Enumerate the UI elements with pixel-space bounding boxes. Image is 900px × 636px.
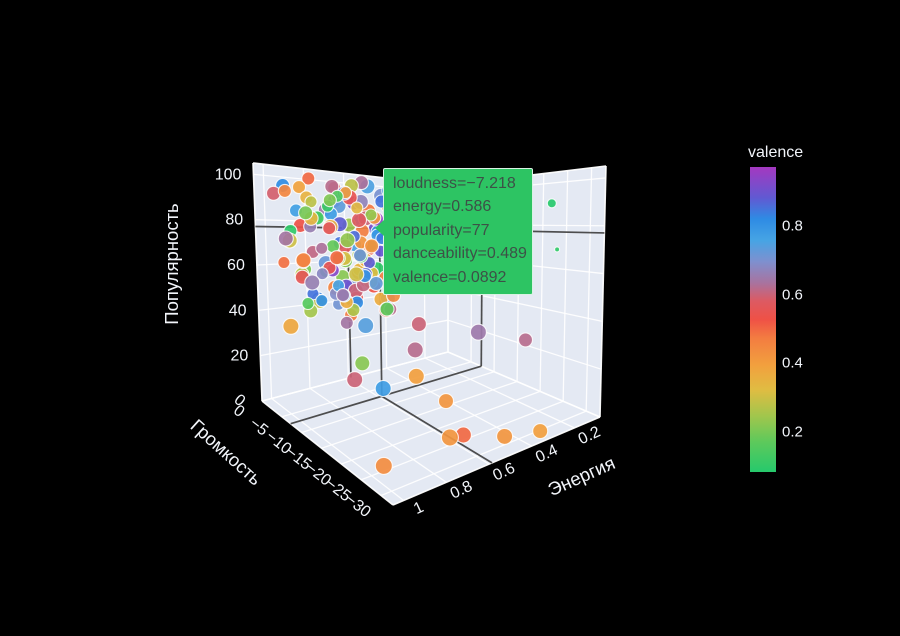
tick-label-popularity: 40 xyxy=(229,302,247,319)
scatter-point[interactable] xyxy=(315,267,329,281)
scatter-point[interactable] xyxy=(277,230,294,247)
grid-line xyxy=(347,377,490,465)
grid-line xyxy=(562,170,569,402)
grid-line xyxy=(380,410,587,497)
scatter-point[interactable] xyxy=(301,171,316,186)
grid-line xyxy=(301,371,495,434)
scatter-point[interactable] xyxy=(379,301,395,317)
scatter-point[interactable] xyxy=(291,180,307,195)
scatter-point[interactable] xyxy=(354,355,371,372)
scatter-point[interactable] xyxy=(496,427,514,445)
scatter-point[interactable] xyxy=(554,246,561,253)
scatter-point[interactable] xyxy=(437,393,455,410)
scatter-point[interactable] xyxy=(322,221,337,236)
tooltip-line-popularity: popularity=77 xyxy=(393,221,490,239)
tooltip-line-danceability: danceability=0.489 xyxy=(393,245,527,263)
tick-label-popularity: 60 xyxy=(227,257,245,274)
colorbar-title: valence xyxy=(748,144,804,161)
scatter-point[interactable] xyxy=(350,201,364,215)
cube-edge xyxy=(599,165,607,418)
scatter-point[interactable] xyxy=(352,248,368,263)
scatter-point[interactable] xyxy=(339,315,354,330)
hover-tooltip: loudness=−7.218 energy=0.586 popularity=… xyxy=(375,168,533,296)
scatter-point[interactable] xyxy=(277,255,291,270)
grid-line xyxy=(539,173,545,392)
tooltip-arrow xyxy=(375,220,384,236)
spike-line xyxy=(290,395,383,425)
scatter-point[interactable] xyxy=(374,456,393,475)
cube-edge xyxy=(261,400,394,506)
tick-label-popularity: 100 xyxy=(215,166,242,183)
grid-line xyxy=(585,167,593,412)
scatter-point[interactable] xyxy=(339,232,356,249)
scatter-point[interactable] xyxy=(295,252,312,269)
grid-line xyxy=(309,387,447,483)
grid-line xyxy=(271,397,405,501)
tick-label-energy: 0.6 xyxy=(490,460,517,485)
scatter-point[interactable] xyxy=(346,371,364,389)
scatter-point[interactable] xyxy=(350,211,368,229)
scatter-point[interactable] xyxy=(304,274,321,291)
scatter-point[interactable] xyxy=(469,323,487,341)
scatter-point[interactable] xyxy=(517,332,534,348)
scatter-point[interactable] xyxy=(282,317,300,335)
colorbar-tick-label: 0.8 xyxy=(782,217,803,235)
scatter-points xyxy=(265,171,561,475)
scatter-point[interactable] xyxy=(546,198,557,209)
colorbar-tick-label: 0.6 xyxy=(782,286,803,304)
scatter-point[interactable] xyxy=(335,288,351,303)
scatter-point[interactable] xyxy=(315,294,329,308)
colorbar-tick-label: 0.4 xyxy=(782,354,803,372)
scatter-point[interactable] xyxy=(277,183,292,198)
grid-line xyxy=(424,357,575,429)
scatter-point[interactable] xyxy=(406,341,424,359)
spike-line xyxy=(381,395,493,464)
scatter-point[interactable] xyxy=(322,193,337,208)
scatter-point[interactable] xyxy=(301,296,315,311)
cube-edge xyxy=(447,351,601,418)
tick-label-popularity: 80 xyxy=(225,212,243,229)
scatter-point[interactable] xyxy=(329,250,345,266)
scatter-point[interactable] xyxy=(532,423,549,440)
spike-line xyxy=(381,365,482,398)
scatter-point[interactable] xyxy=(364,238,380,254)
tick-label-energy: 0.8 xyxy=(448,478,475,503)
scatter-point[interactable] xyxy=(374,379,392,398)
tick-label-energy: 1 xyxy=(411,499,426,518)
cube-edge xyxy=(252,162,263,402)
scatter-point[interactable] xyxy=(407,367,425,385)
scatter-point[interactable] xyxy=(410,316,427,333)
scatter-point[interactable] xyxy=(357,317,375,335)
tick-label-energy: 0.4 xyxy=(533,442,560,467)
cube-edge xyxy=(392,416,601,506)
tooltip-line-loudness: loudness=−7.218 xyxy=(393,175,516,192)
grid-line xyxy=(321,380,518,449)
scatter-point[interactable] xyxy=(440,428,459,447)
scatter-point[interactable] xyxy=(348,266,365,283)
tooltip-line-valence: valence=0.0892 xyxy=(393,268,507,286)
tick-label-energy: 0.2 xyxy=(576,423,603,448)
axis-title-popularity: Популярность xyxy=(161,203,182,324)
scatter-point[interactable] xyxy=(298,205,314,221)
scatter-point[interactable] xyxy=(315,241,329,255)
colorbar-gradient xyxy=(750,167,776,472)
tick-label-popularity: 20 xyxy=(230,348,248,365)
colorbar-tick-label: 0.2 xyxy=(782,423,803,441)
tooltip-line-energy: energy=0.586 xyxy=(393,198,492,216)
grid-line xyxy=(262,164,273,399)
grid-line xyxy=(341,390,541,465)
